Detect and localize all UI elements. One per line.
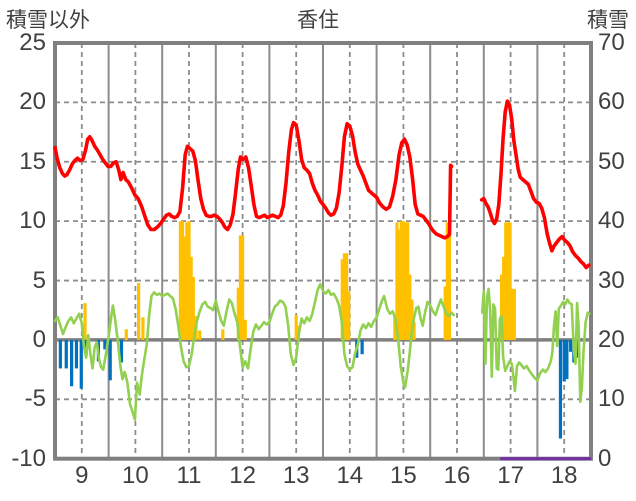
blue-bars bbox=[58, 339, 62, 369]
orange-bars bbox=[83, 303, 87, 340]
orange-bars bbox=[506, 222, 510, 340]
orange-bars bbox=[508, 222, 512, 340]
y-right-tick-label: 70 bbox=[598, 29, 625, 56]
orange-bars bbox=[340, 259, 344, 340]
orange-bars bbox=[191, 276, 195, 340]
x-tick-label: 18 bbox=[550, 462, 578, 489]
y-right-tick-label: 60 bbox=[598, 88, 625, 116]
y-right-tick-label: 10 bbox=[598, 385, 625, 413]
orange-bars bbox=[183, 236, 187, 340]
y-right-tick-label: 40 bbox=[598, 207, 625, 235]
orange-bars bbox=[137, 282, 141, 340]
y-right-tick-label: 20 bbox=[598, 325, 625, 353]
x-tick-label: 14 bbox=[336, 462, 364, 489]
orange-bars bbox=[393, 316, 397, 340]
orange-bars bbox=[397, 229, 401, 340]
orange-bars bbox=[238, 235, 243, 340]
y-right-tick-label: 0 bbox=[598, 444, 612, 472]
orange-bars bbox=[395, 222, 399, 340]
orange-bars bbox=[510, 288, 514, 340]
blue-bars bbox=[79, 339, 83, 389]
blue-bars bbox=[565, 339, 569, 380]
orange-bars bbox=[294, 314, 298, 340]
red-line bbox=[479, 99, 591, 270]
orange-bars bbox=[408, 274, 412, 340]
x-tick-label: 17 bbox=[497, 462, 524, 489]
y-right-tick-label: 50 bbox=[598, 147, 625, 175]
x-tick-label: 12 bbox=[229, 462, 256, 489]
y-left-tick-label: 15 bbox=[19, 147, 46, 175]
orange-bars bbox=[412, 322, 416, 340]
orange-bars bbox=[499, 274, 504, 340]
y-left-tick-label: 25 bbox=[19, 29, 46, 56]
orange-bars bbox=[406, 222, 410, 340]
x-tick-label: 16 bbox=[443, 462, 471, 489]
x-tick-label: 11 bbox=[176, 462, 202, 489]
orange-bars bbox=[236, 287, 240, 340]
right-axis-title: 積雪 bbox=[587, 9, 629, 32]
green-line bbox=[53, 282, 456, 421]
orange-bars bbox=[401, 221, 405, 340]
plot-frame bbox=[53, 41, 593, 461]
blue-bars bbox=[360, 339, 364, 355]
x-tick-label: 9 bbox=[75, 462, 89, 489]
orange-bars bbox=[502, 256, 506, 340]
orange-bars bbox=[243, 319, 247, 340]
orange-bars bbox=[178, 221, 183, 340]
x-tick-label: 13 bbox=[282, 462, 310, 489]
green-line bbox=[480, 287, 591, 404]
y-left-tick-label: 0 bbox=[32, 325, 46, 353]
y-left-tick-label: -5 bbox=[24, 385, 46, 413]
blue-bars bbox=[103, 339, 107, 350]
orange-bars bbox=[180, 221, 185, 340]
orange-bars bbox=[403, 222, 408, 340]
blue-bars bbox=[119, 339, 124, 363]
orange-bars bbox=[399, 221, 403, 340]
blue-bars bbox=[558, 339, 563, 439]
orange-bars bbox=[512, 288, 516, 340]
orange-bars bbox=[189, 256, 193, 340]
orange-bars bbox=[141, 317, 145, 340]
blue-bars bbox=[569, 339, 573, 352]
orange-bars bbox=[198, 330, 202, 340]
y-right-tick-label: 30 bbox=[598, 266, 625, 294]
red-line bbox=[53, 120, 454, 240]
y-left-tick-label: 5 bbox=[32, 266, 46, 294]
orange-bars bbox=[124, 329, 128, 340]
orange-bars bbox=[347, 291, 351, 340]
blue-bars bbox=[70, 339, 74, 387]
orange-bars bbox=[187, 221, 191, 340]
orange-bars bbox=[342, 253, 347, 340]
orange-bars bbox=[344, 253, 349, 340]
orange-bars bbox=[504, 222, 508, 340]
orange-bars bbox=[241, 235, 245, 340]
orange-bars bbox=[410, 299, 414, 340]
chart-title: 香住 bbox=[297, 9, 339, 32]
orange-bars bbox=[185, 222, 189, 340]
x-tick-label: 15 bbox=[390, 462, 417, 489]
x-tick-label: 10 bbox=[122, 462, 149, 489]
y-left-tick-label: 20 bbox=[19, 88, 46, 116]
y-left-tick-label: -10 bbox=[11, 444, 46, 472]
blue-bars bbox=[74, 339, 79, 369]
orange-bars bbox=[447, 222, 452, 340]
blue-bars bbox=[108, 339, 112, 381]
orange-bars bbox=[221, 329, 225, 340]
blue-bars bbox=[64, 339, 68, 369]
y-left-tick-label: 10 bbox=[19, 207, 46, 235]
left-axis-title: 積雪以外 bbox=[6, 9, 90, 32]
orange-bars bbox=[445, 222, 449, 340]
blue-bars bbox=[562, 339, 566, 382]
